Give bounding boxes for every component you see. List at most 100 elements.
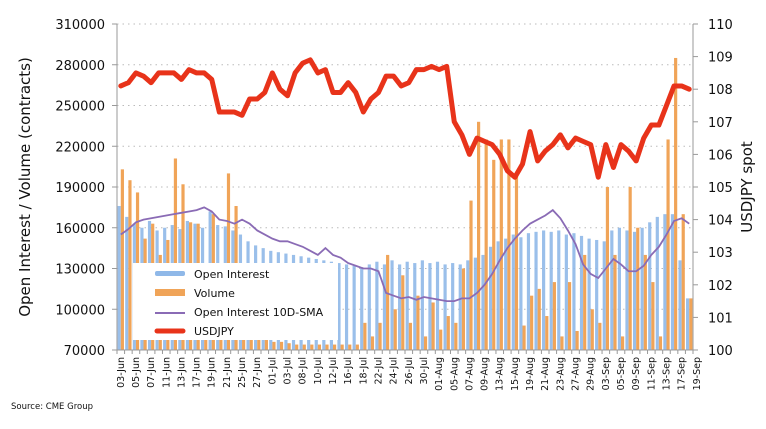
right-tick-label: 108	[708, 83, 733, 98]
volume-bar	[279, 341, 284, 350]
volume-bar	[173, 158, 178, 350]
x-tick-label: 13-Jun	[176, 357, 187, 388]
x-tick-label: 21-Aug	[540, 357, 551, 391]
open-interest-bar	[557, 230, 561, 350]
open-interest-bar	[617, 227, 621, 350]
volume-bar	[416, 295, 420, 350]
legend-label-usdjpy: USDJPY	[194, 325, 234, 338]
volume-bar	[552, 282, 556, 350]
open-interest-bar	[352, 265, 356, 350]
open-interest-bar	[632, 231, 637, 350]
x-tick-label: 17-Jun	[192, 357, 203, 388]
legend-swatch-volume	[155, 289, 185, 296]
volume-bar	[302, 344, 306, 350]
open-interest-bar	[481, 254, 485, 350]
volume-bar	[681, 214, 685, 350]
x-tick-label: 05-Sep	[616, 357, 627, 390]
volume-bar	[583, 254, 587, 350]
open-interest-bar	[360, 267, 364, 350]
x-tick-label: 11-Sep	[646, 357, 657, 390]
left-tick-label: 160000	[55, 222, 105, 237]
x-tick-label: 10-Jul	[313, 357, 324, 385]
volume-bar	[666, 139, 670, 350]
volume-bar	[317, 344, 322, 350]
volume-bar	[378, 322, 382, 350]
open-interest-bar	[413, 263, 417, 350]
volume-bar	[431, 302, 435, 350]
x-tick-label: 05-Aug	[449, 357, 460, 391]
x-tick-label: 05-Jun	[131, 357, 142, 388]
open-interest-bar	[610, 230, 614, 350]
open-interest-bar	[678, 260, 682, 350]
x-tick-label: 24-Jul	[389, 357, 400, 385]
legend-label-open-interest: Open Interest	[194, 268, 270, 281]
x-tick-label: 23-Aug	[555, 357, 566, 391]
right-tick-label: 105	[708, 181, 733, 196]
right-tick-label: 109	[708, 51, 733, 66]
volume-bar	[454, 322, 458, 350]
volume-bar	[590, 309, 594, 350]
right-tick-label: 100	[708, 344, 733, 359]
left-axis-title: Open Interest / Volume (contracts)	[16, 57, 34, 317]
x-tick-label: 22-Jul	[373, 357, 384, 385]
open-interest-bar	[564, 234, 568, 350]
open-interest-bar	[663, 214, 667, 350]
volume-bar	[484, 139, 488, 350]
usdjpy-line-group	[118, 57, 692, 180]
open-interest-bar	[686, 298, 690, 350]
left-tick-label: 250000	[55, 100, 105, 115]
volume-bar	[120, 169, 124, 350]
volume-bar	[492, 159, 496, 350]
volume-bar	[370, 336, 375, 350]
open-interest-bar	[625, 230, 629, 350]
volume-bar	[613, 254, 617, 350]
x-tick-label: 07-Aug	[464, 357, 475, 391]
x-tick-label: 19-Aug	[525, 357, 536, 391]
open-interest-bar	[488, 246, 493, 350]
open-interest-bar	[390, 260, 394, 350]
volume-bar	[621, 336, 625, 350]
x-tick-label: 09-Sep	[631, 357, 642, 390]
sma-line	[120, 206, 690, 303]
volume-bar	[363, 322, 367, 350]
open-interest-bar	[670, 214, 675, 350]
x-tick-label: 08-Jul	[298, 357, 309, 385]
open-interest-bar	[496, 241, 500, 350]
x-tick-label: 07-Jun	[146, 357, 157, 388]
open-interest-bar	[534, 231, 538, 350]
open-interest-bar	[435, 261, 440, 350]
open-interest-bar	[655, 216, 659, 350]
open-interest-bar	[526, 233, 531, 350]
open-interest-bar	[466, 260, 470, 350]
x-tick-label: 01-Aug	[434, 357, 445, 391]
legend: Open Interest Volume Open Interest 10D-S…	[133, 263, 338, 340]
volume-bar	[386, 254, 390, 350]
right-tick-label: 110	[708, 18, 733, 33]
x-tick-label: 09-Aug	[480, 357, 491, 391]
right-axis-title: USDJPY spot	[738, 141, 756, 233]
open-interest-bar	[375, 261, 379, 350]
volume-bar	[446, 316, 450, 350]
volume-bar	[325, 344, 329, 350]
x-tick-label: 21-Jun	[222, 357, 233, 388]
left-tick-label: 190000	[55, 181, 105, 196]
volume-bar	[333, 344, 337, 350]
volume-bar	[408, 322, 412, 350]
volume-bar	[477, 121, 481, 350]
x-tick-label: 27-Jun	[252, 357, 263, 388]
x-tick-label: 17-Sep	[677, 357, 688, 390]
open-interest-bar	[405, 261, 409, 350]
volume-bar	[628, 187, 632, 350]
volume-bar	[340, 344, 344, 350]
left-axis-ticks: 70000 100000 130000 160000 190000 220000 25000…	[55, 18, 117, 359]
volume-bar	[598, 322, 602, 350]
volume-bar	[128, 180, 132, 350]
volume-bar	[249, 336, 253, 350]
left-tick-label: 310000	[55, 18, 105, 33]
right-axis-ticks: 100 101 102 103 104 105 106 107 108 109 110	[693, 18, 733, 359]
volume-bar	[522, 325, 526, 350]
x-tick-label: 25-Jun	[237, 357, 248, 388]
volume-bar	[295, 344, 299, 350]
left-tick-label: 280000	[55, 59, 105, 74]
